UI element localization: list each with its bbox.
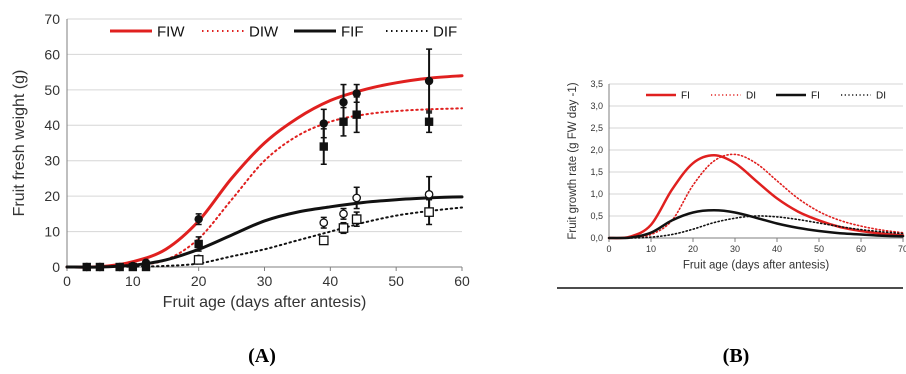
data-point-open-square — [424, 207, 434, 217]
data-point-filled-square — [82, 262, 91, 272]
x-axis-label: Fruit age (days after antesis) — [163, 294, 367, 311]
series-line-di-dotted — [608, 153, 904, 239]
series-line-diw-dotted — [66, 107, 463, 269]
y-tick-label: 50 — [44, 82, 60, 98]
legend-label: FI — [681, 91, 690, 102]
data-point-filled-circle — [339, 98, 348, 107]
data-point-filled-square — [95, 262, 105, 272]
y-tick-label: 0,5 — [590, 211, 603, 221]
x-tick-label: 60 — [856, 244, 866, 254]
x-tick-label: 20 — [191, 273, 207, 289]
data-point-open-square — [193, 255, 204, 265]
y-tick-label: 10 — [44, 223, 60, 239]
panel-b-label: (B) — [723, 345, 750, 367]
y-tick-label: 2,5 — [590, 123, 603, 133]
y-tick-label: 1,5 — [590, 167, 603, 177]
x-tick-label: 40 — [323, 273, 339, 289]
panel-a-label: (A) — [248, 345, 276, 367]
y-tick-label: 20 — [44, 188, 60, 204]
data-point-open-circle — [339, 209, 348, 219]
x-tick-label: 0 — [606, 244, 611, 254]
y-axis-label: Fruit fresh weight (g) — [11, 70, 28, 217]
y-tick-label: 0,0 — [590, 233, 603, 243]
data-point-filled-square — [319, 142, 328, 151]
x-tick-label: 10 — [646, 244, 656, 254]
data-point-filled-square — [424, 117, 434, 126]
data-point-filled-circle — [352, 89, 361, 98]
series-line-fi-solid — [607, 209, 905, 240]
data-point-open-square — [318, 235, 329, 246]
x-tick-label: 70 — [898, 244, 906, 254]
y-tick-label: 3,0 — [590, 101, 603, 111]
y-axis-label: Fruit growth rate (g FW day -1) — [567, 82, 579, 239]
legend-label: DI — [746, 91, 756, 102]
y-tick-label: 2,0 — [590, 145, 603, 155]
y-tick-label: 40 — [44, 117, 60, 133]
x-tick-label: 0 — [63, 273, 71, 289]
chart-b: 0,0 0,5 1,0 1,5 2,0 2,5 3,0 3,5 0 10 20 30 40 50 60 70 F… — [567, 79, 906, 271]
data-point-filled-square — [141, 262, 151, 272]
x-tick-label: 50 — [388, 273, 404, 289]
legend-label: DIW — [249, 23, 279, 40]
legend-label: FIF — [341, 23, 364, 40]
x-tick-label: 30 — [730, 244, 740, 254]
x-axis-label: Fruit age (days after antesis) — [683, 260, 830, 272]
x-tick-label: 30 — [257, 273, 273, 289]
data-point-filled-square — [194, 239, 203, 249]
data-point-filled-square — [128, 262, 138, 272]
y-tick-label: 60 — [44, 46, 60, 62]
series-line-fi-solid — [607, 154, 905, 240]
y-tick-label: 70 — [44, 11, 60, 27]
x-tick-label: 50 — [814, 244, 824, 254]
series-line-dif-dotted — [66, 206, 463, 269]
data-point-filled-square — [339, 117, 348, 126]
data-point-filled-circle — [424, 76, 434, 86]
data-point-open-square — [338, 223, 349, 233]
x-tick-label: 40 — [772, 244, 782, 254]
data-point-open-circle — [424, 190, 434, 199]
data-point-filled-circle — [319, 119, 328, 128]
y-tick-label: 1,0 — [590, 189, 603, 199]
legend-label: FI — [811, 91, 820, 102]
y-tick-label: 3,5 — [590, 79, 603, 89]
data-point-open-square — [351, 214, 362, 225]
legend-label: DIF — [433, 23, 457, 40]
x-tick-label: 10 — [125, 273, 141, 289]
data-point-filled-square — [352, 110, 361, 119]
data-point-filled-circle — [194, 214, 203, 224]
x-tick-label: 20 — [688, 244, 698, 254]
data-point-filled-square — [115, 262, 124, 272]
x-tick-label: 60 — [454, 273, 470, 289]
series-line-di-dotted — [608, 215, 904, 239]
legend-label: DI — [876, 91, 886, 102]
chart-a: 0 10 20 30 40 50 60 70 0 10 20 30 40 50 60 Fruit age (d… — [11, 11, 470, 311]
y-tick-label: 30 — [44, 153, 60, 169]
y-tick-label: 0 — [52, 259, 60, 275]
data-point-open-circle — [352, 193, 362, 203]
legend-label: FIW — [157, 23, 185, 40]
series-line-fiw-solid — [65, 74, 464, 269]
data-point-open-circle — [319, 218, 329, 228]
